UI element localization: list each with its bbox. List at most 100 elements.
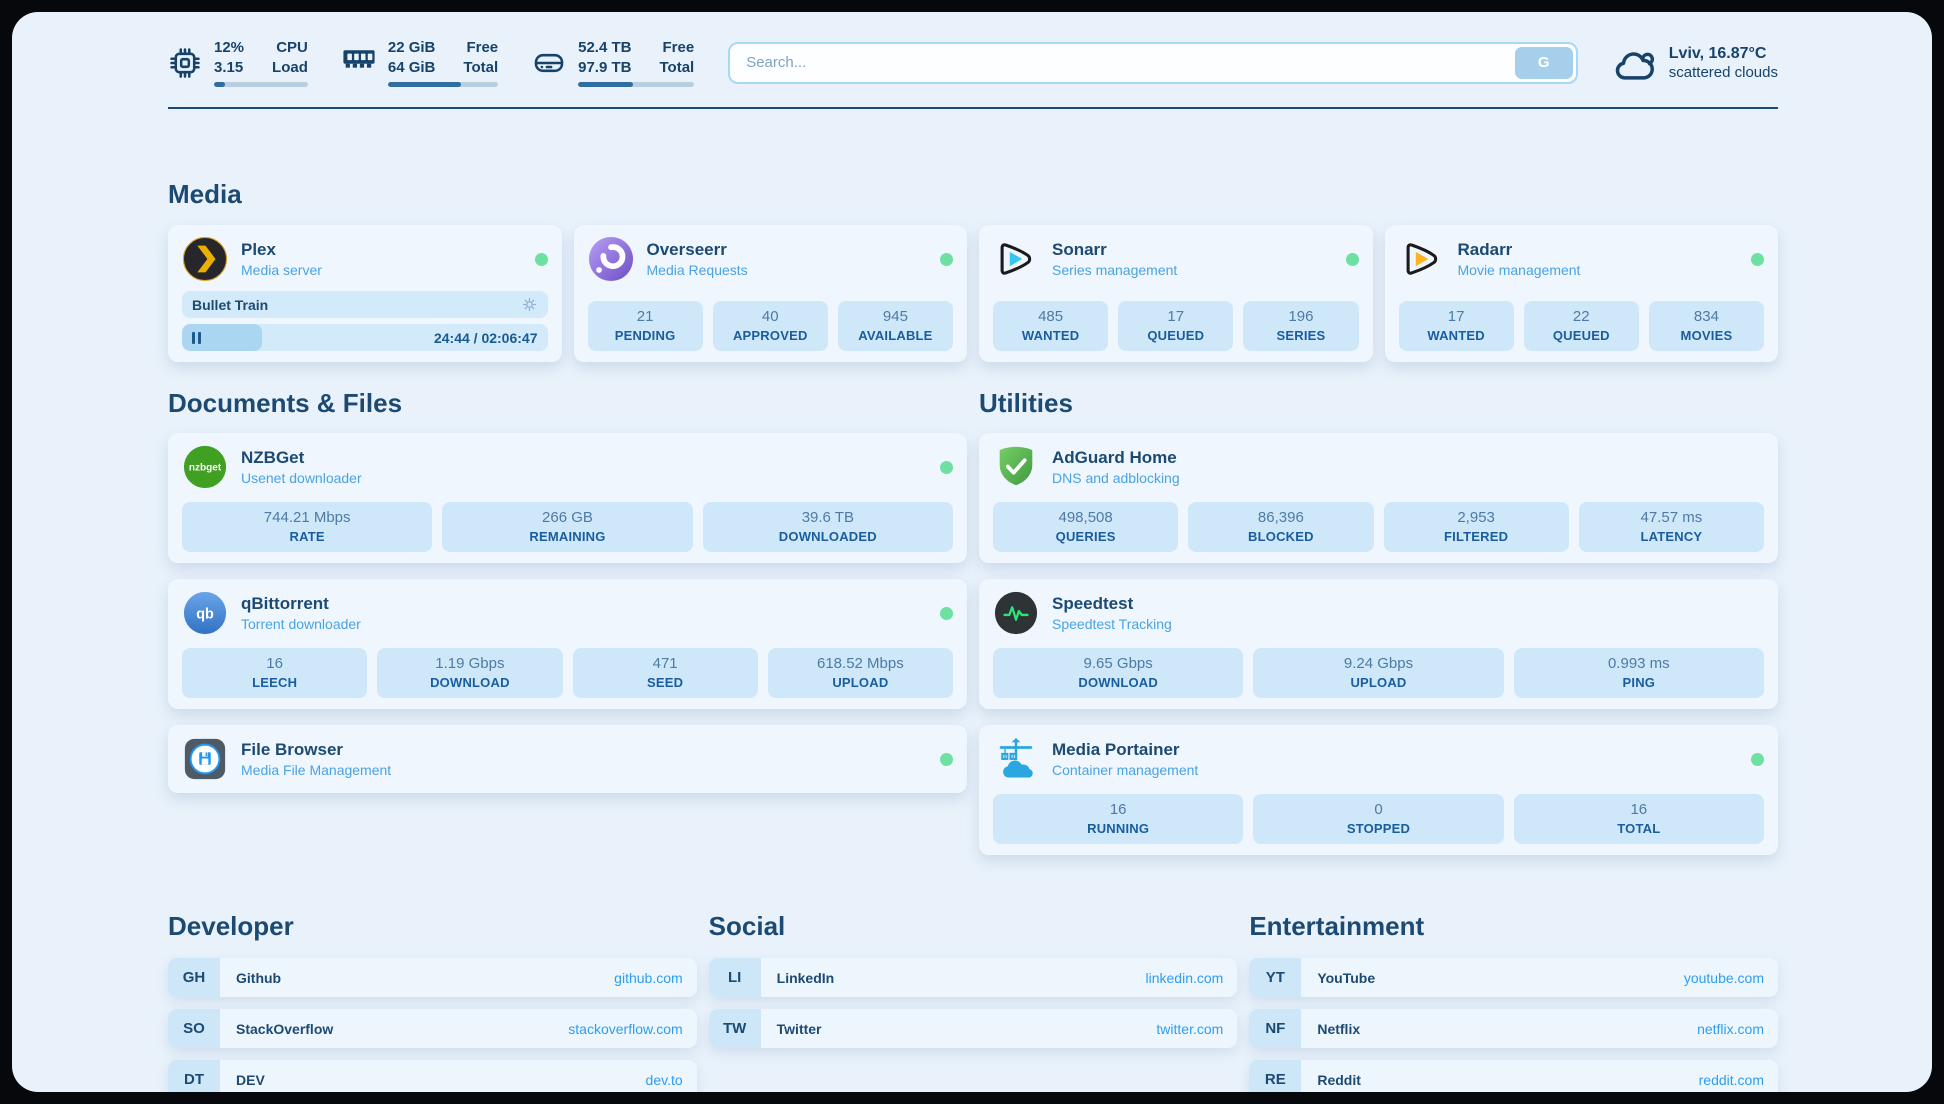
dashboard-container: 12% 3.15 CPU Load <box>12 12 1932 1092</box>
bookmark-name: YouTube <box>1317 969 1376 986</box>
stat-tile: 39.6 TB DOWNLOADED <box>702 502 953 552</box>
app-card-overseerr[interactable]: Overseerr Media Requests 21 PENDING 40 A… <box>573 225 967 362</box>
bookmark-url[interactable]: twitter.com <box>1156 1020 1224 1037</box>
bookmark-youtube[interactable]: YT YouTube youtube.com <box>1249 958 1778 997</box>
app-subtitle: DNS and adblocking <box>1052 470 1180 486</box>
cpu-icon <box>168 46 202 80</box>
app-subtitle: Container management <box>1052 762 1199 778</box>
bookmark-name: Reddit <box>1317 1071 1361 1088</box>
disk-stat-widget: 52.4 TB 97.9 TB Free Total <box>532 38 695 87</box>
app-subtitle: Speedtest Tracking <box>1052 616 1172 632</box>
status-dot-online <box>940 460 953 474</box>
app-card-plex[interactable]: Plex Media server Bullet Train <box>168 225 562 362</box>
section-utilities: Utilities <box>979 388 1778 855</box>
portainer-icon <box>993 736 1039 782</box>
stat-tile: 16 RUNNING <box>993 794 1244 844</box>
app-subtitle: Media server <box>241 262 322 278</box>
bookmark-url[interactable]: dev.to <box>645 1071 683 1088</box>
bookmark-abbr: SO <box>168 1009 220 1048</box>
app-card-speedtest[interactable]: Speedtest Speedtest Tracking 9.65 Gbps D… <box>979 579 1778 709</box>
status-dot-online <box>940 752 953 766</box>
bookmark-netflix[interactable]: NF Netflix netflix.com <box>1249 1009 1778 1048</box>
plex-playback-time: 24:44 / 02:06:47 <box>433 329 538 346</box>
bookmark-name: Twitter <box>776 1020 822 1037</box>
search-provider-button[interactable]: G <box>1514 46 1573 79</box>
ram-icon <box>342 46 376 80</box>
weather-condition: scattered clouds <box>1668 63 1778 81</box>
stat-tile: 618.52 Mbps UPLOAD <box>767 648 953 698</box>
app-name: AdGuard Home <box>1052 448 1177 467</box>
bookmark-url[interactable]: youtube.com <box>1683 969 1764 986</box>
bookmark-url[interactable]: reddit.com <box>1698 1071 1764 1088</box>
adguard-icon <box>993 444 1039 490</box>
stat-tiles: 485 WANTED 17 QUEUED 196 SERIES <box>993 289 1359 351</box>
app-card-sonarr[interactable]: Sonarr Series management 485 WANTED 17 Q… <box>979 225 1373 362</box>
stat-tile: 21 PENDING <box>587 301 703 351</box>
bookmark-url[interactable]: netflix.com <box>1697 1020 1764 1037</box>
bookmark-linkedin[interactable]: LI LinkedIn linkedin.com <box>708 958 1238 997</box>
cpu-stat-widget: 12% 3.15 CPU Load <box>168 38 308 87</box>
plex-now-playing-row: Bullet Train <box>182 291 548 318</box>
app-card-radarr[interactable]: Radarr Movie management 17 WANTED 22 QUE… <box>1384 225 1778 362</box>
section-title-social: Social <box>708 911 786 941</box>
app-subtitle: Movie management <box>1457 262 1581 278</box>
bookmark-abbr: RE <box>1249 1060 1302 1092</box>
plex-icon <box>182 236 228 282</box>
bookmarks-grid: Developer GH Github github.com SO StackO… <box>168 911 1778 1092</box>
bookmark-url[interactable]: stackoverflow.com <box>568 1020 683 1037</box>
stat-tile: 2,953 FILTERED <box>1383 502 1569 552</box>
bookmark-abbr: NF <box>1249 1009 1302 1048</box>
app-subtitle: Media Requests <box>646 262 748 278</box>
section-title-documents: Documents & Files <box>168 388 403 418</box>
stat-tile: 744.21 Mbps RATE <box>182 502 433 552</box>
section-title-entertainment: Entertainment <box>1249 911 1425 941</box>
svg-text:qb: qb <box>196 606 214 622</box>
cpu-usage-value: 12% <box>214 39 245 56</box>
bookmark-url[interactable]: github.com <box>614 969 683 986</box>
bookmark-name: LinkedIn <box>776 969 835 986</box>
bookmark-group-entertainment: Entertainment YT YouTube youtube.com NF … <box>1249 911 1778 1092</box>
status-dot-online <box>1751 252 1764 266</box>
app-card-qbittorrent[interactable]: qb qBittorrent Torrent downloader 16 LEE… <box>168 579 967 709</box>
app-subtitle: Usenet downloader <box>241 470 362 486</box>
search-input[interactable] <box>733 54 1515 71</box>
stat-tile: 834 MOVIES <box>1648 301 1765 351</box>
app-card-portainer[interactable]: Media Portainer Container management 16 … <box>979 725 1778 855</box>
app-card-adguard[interactable]: AdGuard Home DNS and adblocking 498,508 … <box>979 433 1778 563</box>
bookmark-reddit[interactable]: RE Reddit reddit.com <box>1249 1060 1778 1092</box>
bookmark-twitter[interactable]: TW Twitter twitter.com <box>708 1009 1238 1048</box>
stat-tiles: 16 RUNNING 0 STOPPED 16 TOTAL <box>993 782 1764 844</box>
cpu-load-value: 3.15 <box>214 58 244 76</box>
pause-icon[interactable] <box>192 331 201 344</box>
stat-tile: 47.57 ms LATENCY <box>1578 502 1764 552</box>
memory-progress-fill <box>387 82 461 87</box>
disk-icon <box>532 46 566 80</box>
status-dot-online <box>1345 252 1359 266</box>
overseerr-icon <box>588 236 634 282</box>
status-dot-online <box>940 606 953 620</box>
bookmark-github[interactable]: GH Github github.com <box>168 958 697 997</box>
cpu-load-label: Load <box>272 58 308 76</box>
section-title-utilities: Utilities <box>979 388 1073 418</box>
stat-tile: 0.993 ms PING <box>1513 648 1764 698</box>
bookmark-name: DEV <box>236 1071 265 1088</box>
bookmark-dev[interactable]: DT DEV dev.to <box>168 1060 697 1092</box>
stat-tiles: 17 WANTED 22 QUEUED 834 MOVIES <box>1398 289 1765 351</box>
stat-tile: 9.65 Gbps DOWNLOAD <box>993 648 1244 698</box>
bookmark-stackoverflow[interactable]: SO StackOverflow stackoverflow.com <box>168 1009 697 1048</box>
bookmark-group-social: Social LI LinkedIn linkedin.com TW Twitt… <box>708 911 1238 1048</box>
weather-location-temp: Lviv, 16.87°C <box>1668 44 1767 62</box>
app-card-filebrowser[interactable]: File Browser Media File Management <box>168 725 967 793</box>
bookmark-url[interactable]: linkedin.com <box>1145 969 1224 986</box>
app-name: Sonarr <box>1052 240 1107 259</box>
app-card-nzbget[interactable]: nzbget NZBGet Usenet downloader 744.21 M… <box>168 433 967 563</box>
gear-icon[interactable] <box>521 296 538 313</box>
filebrowser-icon <box>182 736 228 782</box>
stat-tile: 471 SEED <box>572 648 758 698</box>
search-bar[interactable]: G <box>728 41 1578 84</box>
disk-free-label: Free <box>662 39 695 56</box>
cpu-progress-fill <box>214 82 226 87</box>
plex-progress-bar[interactable]: 24:44 / 02:06:47 <box>182 324 548 351</box>
section-documents: Documents & Files nzbget NZBGet Usenet d <box>168 388 967 793</box>
bookmark-abbr: DT <box>168 1060 220 1092</box>
